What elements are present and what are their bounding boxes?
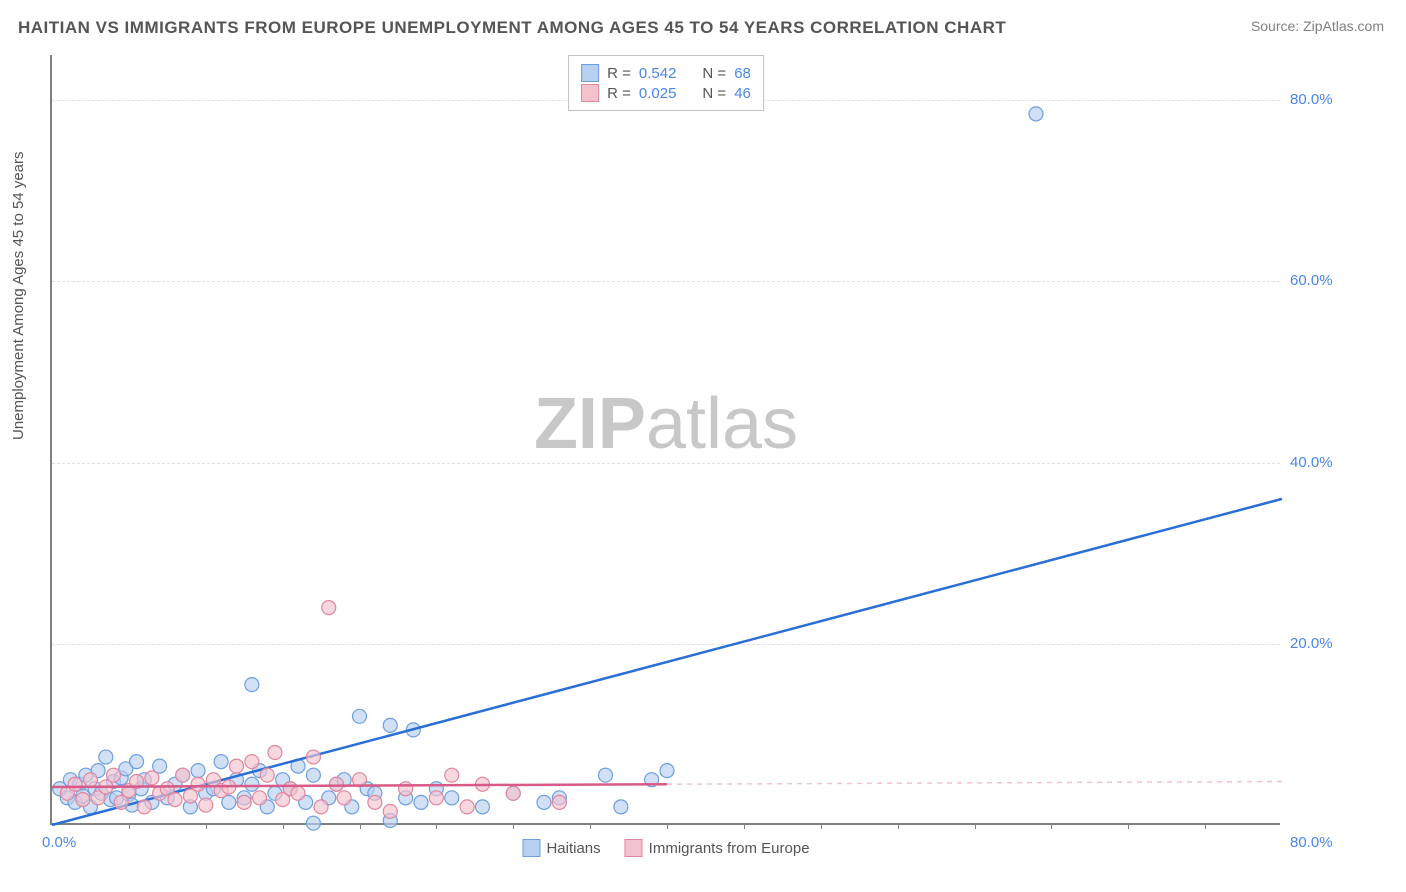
- scatter-point: [314, 800, 328, 814]
- scatter-point: [145, 771, 159, 785]
- scatter-point: [245, 755, 259, 769]
- scatter-point: [322, 601, 336, 615]
- scatter-point: [1029, 107, 1043, 121]
- scatter-point: [76, 793, 90, 807]
- scatter-point: [168, 793, 182, 807]
- legend-swatch: [625, 839, 643, 857]
- legend-stats-row: R = 0.542 N = 68: [581, 64, 751, 82]
- scatter-point: [476, 800, 490, 814]
- legend-stats: R = 0.542 N = 68 R = 0.025 N = 46: [568, 55, 764, 111]
- scatter-point: [306, 750, 320, 764]
- legend-stats-row: R = 0.025 N = 46: [581, 84, 751, 102]
- scatter-point: [337, 791, 351, 805]
- scatter-point: [191, 777, 205, 791]
- scatter-point: [137, 800, 151, 814]
- chart-title: HAITIAN VS IMMIGRANTS FROM EUROPE UNEMPL…: [18, 18, 1006, 38]
- source-attribution: Source: ZipAtlas.com: [1251, 18, 1384, 34]
- scatter-point: [237, 795, 251, 809]
- scatter-point: [445, 791, 459, 805]
- scatter-point: [199, 798, 213, 812]
- scatter-point: [537, 795, 551, 809]
- scatter-point: [191, 764, 205, 778]
- legend-series: Haitians Immigrants from Europe: [522, 839, 809, 857]
- x-tick-mark: [821, 823, 822, 829]
- x-tick-mark: [1205, 823, 1206, 829]
- plot-area: ZIPatlas 20.0%40.0%60.0%80.0% 0.0% 80.0%…: [50, 55, 1280, 825]
- scatter-point: [245, 678, 259, 692]
- scatter-point: [176, 768, 190, 782]
- x-tick-mark: [360, 823, 361, 829]
- legend-n-label: N =: [702, 65, 726, 82]
- scatter-point: [506, 786, 520, 800]
- y-tick-label: 80.0%: [1290, 91, 1350, 108]
- scatter-point: [260, 768, 274, 782]
- legend-r-label: R =: [607, 65, 631, 82]
- y-tick-label: 40.0%: [1290, 454, 1350, 471]
- scatter-point: [445, 768, 459, 782]
- scatter-point: [253, 791, 267, 805]
- scatter-point: [383, 718, 397, 732]
- scatter-point: [107, 768, 121, 782]
- x-axis-max-label: 80.0%: [1290, 834, 1350, 851]
- legend-series-label: Haitians: [546, 840, 600, 857]
- legend-n-label: N =: [702, 85, 726, 102]
- scatter-point: [306, 816, 320, 830]
- scatter-point: [429, 791, 443, 805]
- scatter-point: [552, 795, 566, 809]
- legend-swatch: [522, 839, 540, 857]
- scatter-point: [68, 777, 82, 791]
- x-tick-mark: [436, 823, 437, 829]
- scatter-point: [399, 782, 413, 796]
- scatter-point: [214, 755, 228, 769]
- scatter-point: [291, 786, 305, 800]
- scatter-point: [460, 800, 474, 814]
- y-tick-label: 60.0%: [1290, 272, 1350, 289]
- scatter-point: [329, 777, 343, 791]
- legend-r-value: 0.542: [639, 65, 677, 82]
- x-tick-mark: [898, 823, 899, 829]
- x-tick-mark: [1128, 823, 1129, 829]
- x-tick-mark: [590, 823, 591, 829]
- y-tick-label: 20.0%: [1290, 635, 1350, 652]
- x-tick-mark: [1051, 823, 1052, 829]
- x-tick-mark: [283, 823, 284, 829]
- scatter-point: [130, 755, 144, 769]
- trend-line-extension: [667, 782, 1282, 785]
- x-tick-mark: [975, 823, 976, 829]
- x-tick-mark: [744, 823, 745, 829]
- scatter-point: [660, 764, 674, 778]
- scatter-point: [414, 795, 428, 809]
- x-axis-origin-label: 0.0%: [42, 834, 76, 851]
- x-tick-mark: [206, 823, 207, 829]
- scatter-point: [99, 750, 113, 764]
- x-tick-mark: [129, 823, 130, 829]
- scatter-point: [368, 795, 382, 809]
- x-tick-mark: [513, 823, 514, 829]
- legend-series-item: Immigrants from Europe: [625, 839, 810, 857]
- scatter-point: [383, 804, 397, 818]
- scatter-point: [353, 709, 367, 723]
- x-tick-mark: [667, 823, 668, 829]
- scatter-point: [230, 759, 244, 773]
- legend-n-value: 68: [734, 65, 751, 82]
- legend-r-label: R =: [607, 85, 631, 102]
- legend-swatch: [581, 84, 599, 102]
- scatter-point: [614, 800, 628, 814]
- scatter-point: [268, 746, 282, 760]
- legend-series-item: Haitians: [522, 839, 600, 857]
- legend-r-value: 0.025: [639, 85, 677, 102]
- scatter-point: [306, 768, 320, 782]
- chart-svg: [52, 55, 1280, 823]
- y-axis-label: Unemployment Among Ages 45 to 54 years: [10, 151, 27, 440]
- scatter-point: [83, 773, 97, 787]
- legend-n-value: 46: [734, 85, 751, 102]
- scatter-point: [599, 768, 613, 782]
- scatter-point: [245, 777, 259, 791]
- legend-series-label: Immigrants from Europe: [649, 840, 810, 857]
- legend-swatch: [581, 64, 599, 82]
